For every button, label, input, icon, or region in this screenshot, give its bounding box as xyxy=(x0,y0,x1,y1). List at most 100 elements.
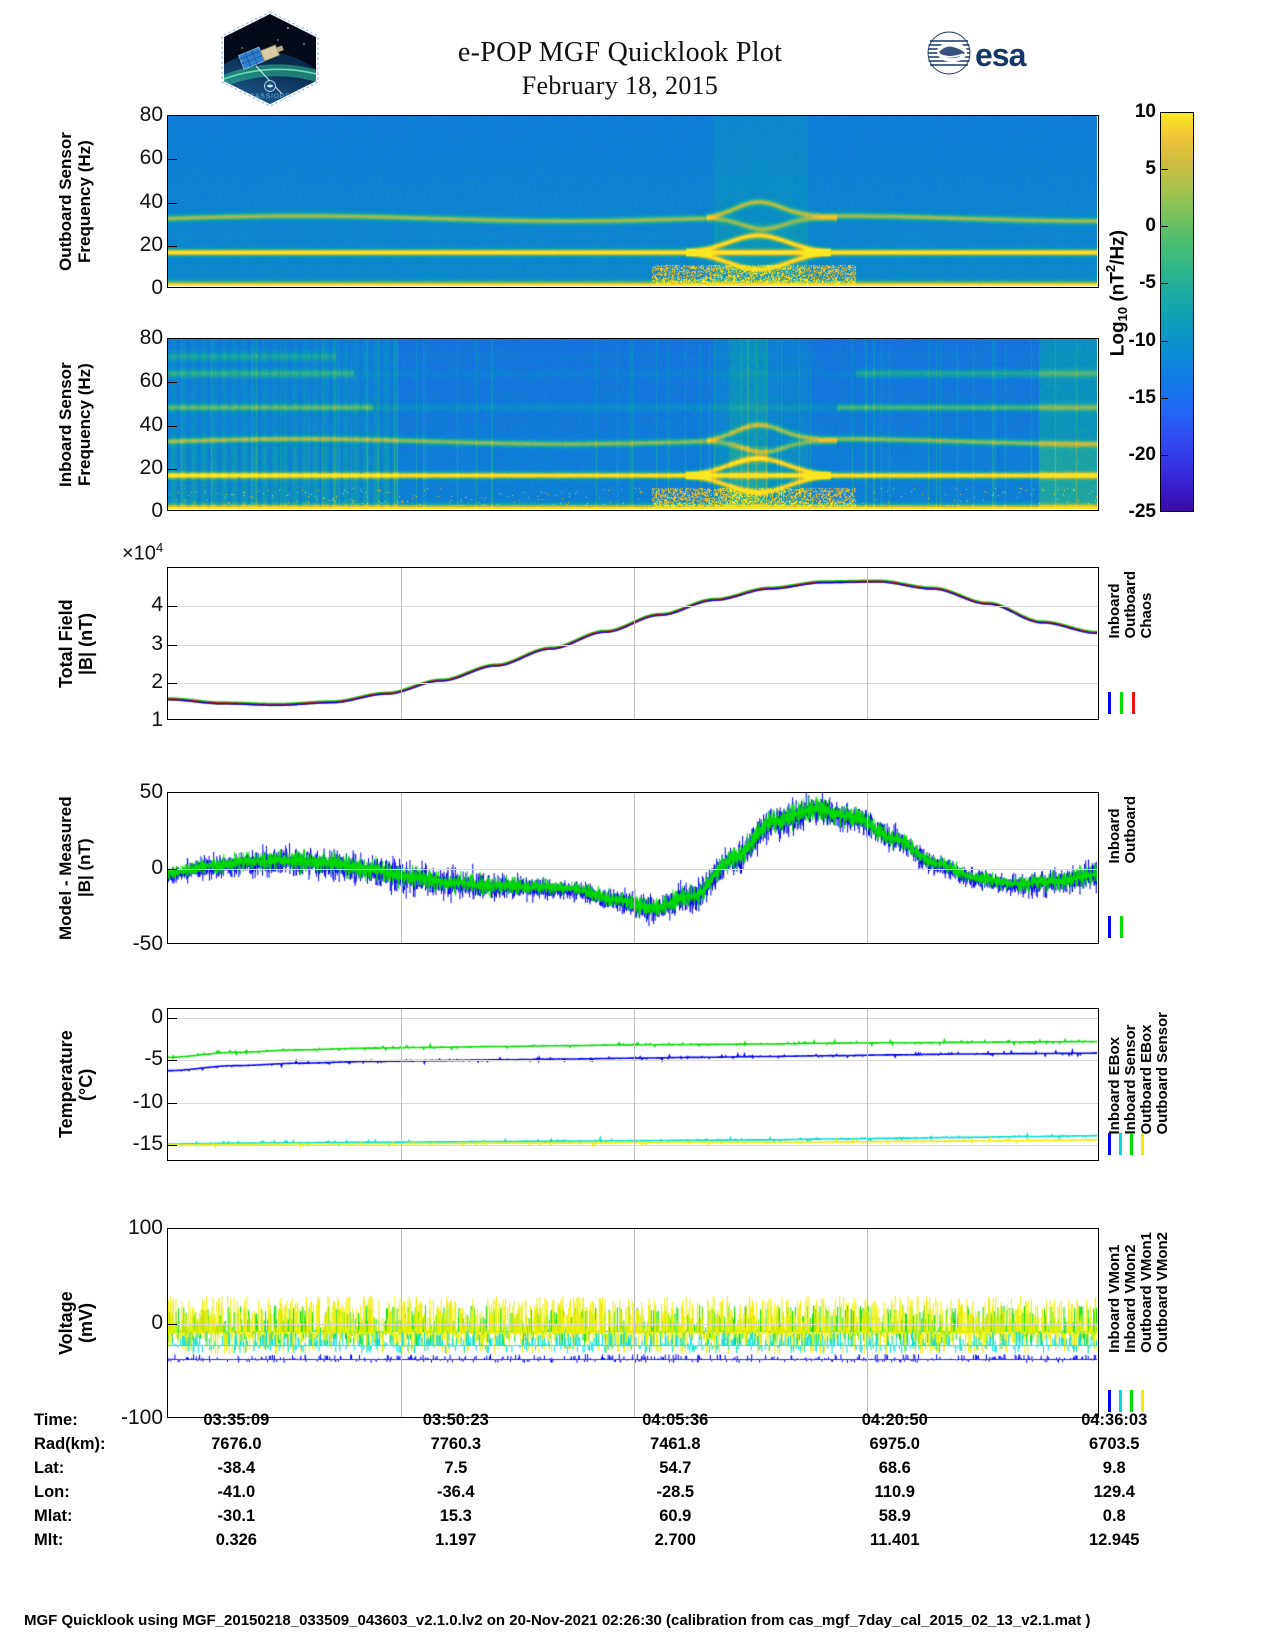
panel-temperature: Temperature (°C) 0 -5 -10 -15 Inboard EBox Inb… xyxy=(0,1005,1275,1161)
gridline xyxy=(168,644,1098,646)
colorbar-tickmark xyxy=(1160,283,1168,285)
legend-label-outboard: Outboard xyxy=(1122,571,1139,639)
vertical-gridline xyxy=(867,568,868,719)
ytick-temperature-neg5: -5 xyxy=(144,1047,163,1070)
legend-labels: Inboard EBox Inboard Sensor Outboard EBox O… xyxy=(1106,1012,1171,1135)
ytick-total-field-2: 2 xyxy=(151,669,163,693)
ytick-voltage-0: 0 xyxy=(151,1311,163,1334)
plotdata-inboard-spectrogram xyxy=(168,339,1097,509)
colorbar-tick-neg10: -10 xyxy=(1128,329,1156,351)
legend-swatch-1 xyxy=(1119,1133,1122,1155)
panel-outboard-spectrogram: Outboard Sensor Frequency (Hz) 80 60 40 20 0 xyxy=(0,103,1275,299)
colorbar-tick-neg25: -25 xyxy=(1128,501,1156,522)
axes-outboard-spectrogram xyxy=(167,115,1099,288)
legend-label-inboard-sensor: Inboard Sensor xyxy=(1122,1024,1139,1135)
axes-inboard-spectrogram xyxy=(167,338,1099,511)
axes-model-minus-measured xyxy=(167,792,1099,944)
page-title: e-POP MGF Quicklook Plot February 18, 20… xyxy=(330,36,910,102)
tickmark xyxy=(168,202,177,204)
ytick-outboard-spectrogram-80: 80 xyxy=(139,103,163,126)
row-value: 04:05:36 xyxy=(642,1410,709,1429)
legend-label-outboard: Outboard xyxy=(1122,796,1139,864)
legend-swatches xyxy=(1108,1133,1152,1155)
legend-swatch-0 xyxy=(1108,1390,1111,1412)
legend-swatch-3 xyxy=(1141,1390,1144,1412)
axes-temperature xyxy=(167,1008,1099,1161)
colorbar-title-sub: 10 xyxy=(1115,306,1131,322)
legend-swatch-0 xyxy=(1108,1133,1111,1155)
colorbar-tick-neg15: -15 xyxy=(1128,386,1156,408)
legend-swatches xyxy=(1108,692,1144,714)
plotdata-total-field xyxy=(168,568,1097,718)
exponent-power: 4 xyxy=(155,540,164,555)
row-value: 60.9 xyxy=(659,1506,692,1525)
colorbar-tickmark xyxy=(1160,397,1168,399)
vertical-gridline xyxy=(401,793,402,943)
colorbar-tickmark xyxy=(1160,226,1168,228)
legend-label-inboard: Inboard xyxy=(1106,583,1123,639)
legend-swatch-0 xyxy=(1108,692,1111,714)
ytick-inboard-spectrogram-0: 0 xyxy=(151,499,163,522)
row-value: -41.0 xyxy=(217,1482,256,1501)
row-value: 03:35:09 xyxy=(203,1410,270,1429)
row-value: 54.7 xyxy=(659,1458,692,1477)
colorbar xyxy=(1160,112,1194,512)
row-value: 68.6 xyxy=(878,1458,911,1477)
colorbar-tick-neg20: -20 xyxy=(1128,443,1156,465)
plotdata-temperature xyxy=(168,1009,1097,1159)
ytick-outboard-spectrogram-20: 20 xyxy=(139,232,163,256)
plotdata-outboard-spectrogram xyxy=(168,116,1097,286)
legend-label-outboard-sensor: Outboard Sensor xyxy=(1154,1012,1171,1135)
gridline xyxy=(168,1060,1098,1061)
plotdata-voltage xyxy=(168,1229,1097,1416)
legend-swatch-2 xyxy=(1132,692,1135,714)
ephemeris-table-grid: Time: 03:35:09 03:50:23 04:05:36 04:20:50 04:… xyxy=(34,1408,1224,1552)
row-value: 11.401 xyxy=(869,1530,920,1549)
gridline xyxy=(168,1145,1098,1146)
ytick-total-field-3: 3 xyxy=(151,631,163,655)
tickmark xyxy=(168,1060,177,1061)
legend-labels: Inboard Outboard xyxy=(1106,796,1139,864)
ytick-temperature-neg10: -10 xyxy=(132,1089,163,1113)
row-value: -36.4 xyxy=(437,1482,475,1501)
ephemeris-table: Time: 03:35:09 03:50:23 04:05:36 04:20:50 04:… xyxy=(0,1408,1240,1552)
colorbar-tick-neg5: -5 xyxy=(1139,272,1156,294)
row-label: Mlt: xyxy=(34,1530,64,1549)
row-value: -30.1 xyxy=(217,1506,256,1525)
panel-voltage: Voltage (mV) 100 0 -100 Inboard VMon1 Inboard… xyxy=(0,1216,1275,1429)
legend-model-minus-measured: Inboard Outboard xyxy=(1106,792,1177,944)
exponent-label-total-field: ×104 xyxy=(122,540,163,566)
vertical-gridline xyxy=(634,568,635,719)
tickmark xyxy=(168,682,177,684)
vertical-gridline xyxy=(401,1229,402,1417)
vertical-gridline xyxy=(401,568,402,719)
row-value: 03:50:23 xyxy=(422,1410,489,1429)
footer-note: MGF Quicklook using MGF_20150218_033509_… xyxy=(24,1612,1091,1629)
row-value: 6703.5 xyxy=(1089,1434,1140,1453)
exponent-base: ×10 xyxy=(122,542,156,565)
vertical-gridline xyxy=(634,793,635,943)
ytick-voltage-100: 100 xyxy=(127,1216,163,1239)
row-value: 9.8 xyxy=(1102,1458,1126,1477)
row-value: 7676.0 xyxy=(211,1434,262,1453)
legend-label-outboard-vmon2: Outboard VMon2 xyxy=(1154,1232,1171,1353)
row-value: 6975.0 xyxy=(869,1434,920,1453)
legend-label-inboard-vmon2: Inboard VMon2 xyxy=(1122,1244,1139,1353)
row-value: 110.9 xyxy=(874,1482,915,1501)
panel-inboard-spectrogram: Inboard Sensor Frequency (Hz) 80 60 40 20 0 xyxy=(0,326,1275,522)
page-header: CASSIOPE e-POP MGF Quicklook Plot Februa… xyxy=(0,0,1275,110)
tickmark xyxy=(168,1017,177,1019)
ytick-outboard-spectrogram-40: 40 xyxy=(139,189,163,213)
tickmark xyxy=(168,468,177,470)
row-value: 129.4 xyxy=(1093,1482,1135,1501)
legend-swatch-0 xyxy=(1108,916,1111,938)
row-value: -28.5 xyxy=(656,1482,695,1501)
legend-label-outboard-vmon1: Outboard VMon1 xyxy=(1138,1232,1155,1353)
panel-model-minus-measured: Model - Measured |B| (nT) 50 0 -50 Inboard Ou… xyxy=(0,780,1275,955)
ytick-outboard-spectrogram-60: 60 xyxy=(139,146,163,170)
row-value: 12.945 xyxy=(1089,1530,1140,1549)
ytick-inboard-spectrogram-60: 60 xyxy=(139,369,163,393)
title-subtitle: February 18, 2015 xyxy=(521,71,719,100)
legend-swatch-1 xyxy=(1120,692,1123,714)
table-row: Lon: -41.0 -36.4 -28.5 110.9 129.4 xyxy=(34,1480,1224,1504)
